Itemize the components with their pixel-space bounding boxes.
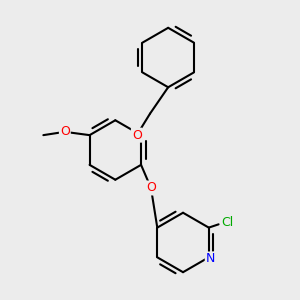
- Text: O: O: [132, 129, 142, 142]
- Text: N: N: [206, 253, 215, 266]
- Text: O: O: [146, 182, 156, 194]
- Text: Cl: Cl: [221, 216, 233, 229]
- Text: O: O: [60, 125, 70, 138]
